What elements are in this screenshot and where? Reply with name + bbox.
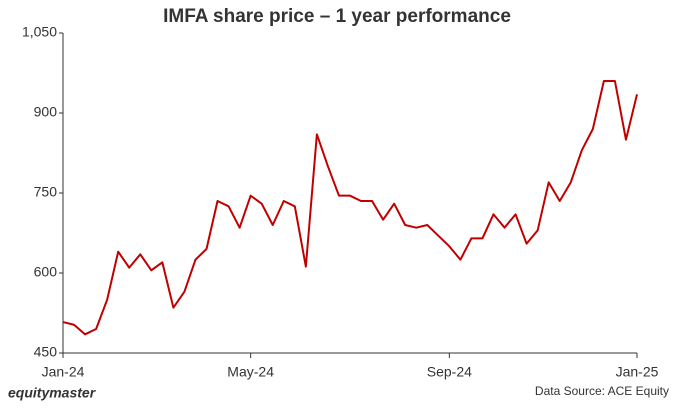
y-tick-label: 1,050 [22, 24, 57, 40]
source: Data Source: ACE Equity [535, 384, 669, 398]
y-tick-label: 450 [34, 344, 58, 360]
y-tick-label: 600 [34, 264, 58, 280]
price-line [62, 80, 638, 336]
x-tick-label: Sep-24 [427, 364, 472, 380]
chart-title: IMFA share price – 1 year performance [163, 6, 511, 27]
y-tick-label: 750 [34, 184, 58, 200]
x-tick-label: Jan-24 [42, 364, 85, 380]
x-tick-label: Jan-25 [616, 364, 659, 380]
brand: equitymaster [8, 385, 97, 401]
x-tick-label: May-24 [227, 364, 274, 380]
y-tick-label: 900 [34, 104, 58, 120]
